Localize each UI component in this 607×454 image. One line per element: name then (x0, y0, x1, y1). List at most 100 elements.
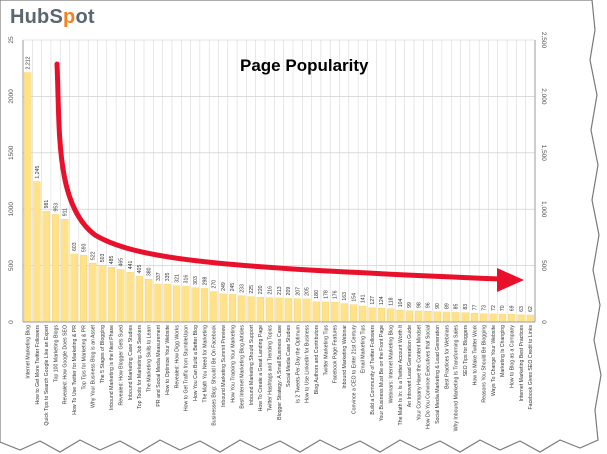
bar (275, 297, 283, 323)
value-label: 180 (314, 290, 320, 299)
category-label: The Math You Need for Marketing (202, 325, 208, 403)
bar (284, 298, 292, 323)
y-tick-label-left: 1500 (8, 145, 15, 160)
bar (377, 307, 385, 323)
value-label: 233 (240, 284, 246, 293)
y-tick-label-left: 500 (8, 260, 15, 271)
bar (182, 286, 190, 323)
bar (89, 262, 97, 323)
bar (163, 284, 171, 323)
value-label: 141 (361, 294, 367, 303)
value-label: 69 (510, 305, 516, 311)
value-label: 62 (528, 306, 534, 312)
category-label: How to Make Twitter Work (472, 325, 478, 386)
category-label: Convince a CEO to Enter 21st Century (351, 325, 357, 415)
category-label: Facebook Page Features (333, 325, 339, 384)
bar (312, 301, 320, 323)
bar (433, 311, 441, 323)
bar (126, 272, 134, 323)
bar (98, 265, 106, 323)
category-label: Blogger Strategy: A Small Business Case (277, 325, 283, 420)
category-label: How to Get Traffic from StumbleUpon (184, 325, 190, 411)
bar (442, 311, 451, 323)
bar (173, 285, 181, 323)
value-label: 209 (286, 287, 292, 296)
category-label: The Math Is In: Is a Twitter Account Wor… (398, 324, 404, 425)
value-label: 593 (81, 243, 87, 252)
bar (405, 310, 413, 323)
category-label: Marketing Is Changing (500, 325, 506, 377)
category-label: Email Marketing Tips (361, 325, 367, 374)
bar (480, 313, 488, 323)
y-tick-label-left: 1000 (8, 202, 15, 217)
category-label: Your Business Must Be on the Front Page (379, 325, 385, 422)
y-tick-label-right: 500 (540, 260, 547, 271)
category-label: Businesses Blog: Should I Be On Facebook (212, 325, 218, 426)
bar (387, 308, 395, 323)
hubspot-logo: HubSpot (10, 6, 95, 28)
category-label: Is 2 Tweets-Per-Day the Optimum (295, 325, 301, 403)
bar (368, 307, 376, 323)
category-label: Reasons You Should Be Blogging (482, 325, 488, 403)
value-label: 205 (305, 287, 311, 296)
category-label: Inbound Marketing Case Studies (128, 325, 134, 401)
value-label: 118 (389, 297, 395, 305)
value-label: 316 (184, 275, 190, 284)
value-label: 298 (202, 277, 208, 286)
value-label: 178 (323, 290, 329, 299)
value-label: 337 (156, 272, 162, 281)
value-label: 249 (221, 282, 227, 291)
category-label: Inbound Marketing Should Support (249, 324, 255, 405)
bar (70, 253, 78, 323)
category-label: Internet Marketing Blog (25, 325, 31, 379)
category-label: Top 100 Marketing Blogs (53, 325, 59, 383)
bar (51, 214, 60, 323)
category-label: Revealed: How Digg Works (174, 325, 180, 389)
category-label: How Do You Convince Executives that Soci… (426, 325, 432, 429)
bar (331, 301, 339, 323)
category-label: Webinars: Internet Marketing Blog (389, 325, 395, 403)
bar (526, 314, 534, 323)
chart-title: Page Popularity (240, 56, 369, 75)
value-label: 485 (109, 256, 115, 265)
trend-arrow-head (497, 268, 524, 292)
category-label: PR and Social Media Measurement (156, 324, 162, 406)
value-label: 503 (100, 253, 106, 262)
category-label: How To Use Twitter for Marketing & PR (72, 325, 78, 415)
value-label: 154 (351, 293, 357, 302)
value-label: 72 (491, 305, 497, 311)
category-label: Best Practices for Webinars (444, 325, 450, 389)
y-tick-label-right: 0 (540, 320, 547, 324)
category-label: Inbound Marketing is the Next Phase (109, 325, 115, 410)
category-label: How You Tracking Your Marketing (230, 325, 236, 403)
category-label: Blog Authors and Contributors (314, 325, 320, 395)
category-label: Top Tips for Marketing & PR (81, 325, 87, 390)
bar (498, 313, 507, 323)
category-label: Why Inbound Marketing Is Transforming Sa… (454, 325, 460, 432)
category-label: Twitter Hashtags and Trending Topics (267, 325, 273, 412)
value-label: 63 (519, 306, 525, 312)
category-label: How to Optimize Your Website (165, 325, 171, 395)
category-label: How To Create a Great Landing Page (258, 325, 264, 412)
value-label: 465 (119, 258, 125, 267)
bar (228, 294, 237, 323)
value-label: 245 (230, 283, 236, 292)
value-label: 2,212 (25, 56, 31, 69)
bar (191, 287, 199, 323)
bar (219, 293, 227, 323)
bar (238, 295, 246, 323)
value-label: 99 (407, 302, 413, 308)
value-label: 981 (44, 200, 50, 209)
bar (135, 276, 143, 323)
value-label: 127 (370, 296, 376, 305)
bar (489, 313, 497, 323)
value-label: 335 (165, 272, 171, 281)
bar (359, 305, 367, 323)
bar (340, 303, 348, 323)
y-tick-label-left: 0 (8, 320, 15, 324)
value-label: 163 (342, 292, 348, 301)
value-label: 96 (426, 302, 432, 308)
